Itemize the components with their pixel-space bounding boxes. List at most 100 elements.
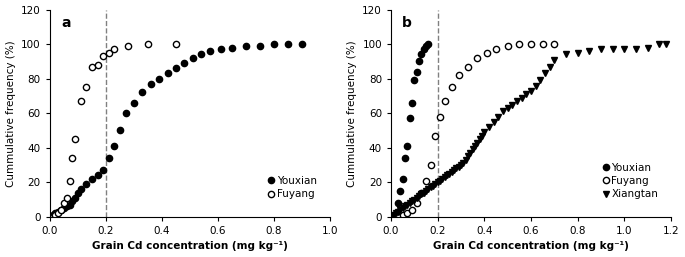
Fuyang — [550, 43, 558, 46]
Youxian — [417, 53, 425, 56]
Fuyang — [65, 179, 73, 182]
Fuyang — [403, 212, 412, 215]
Youxian — [396, 189, 404, 192]
Fuyang — [93, 63, 101, 66]
X-axis label: Grain Cd concentration (mg kg⁻¹): Grain Cd concentration (mg kg⁻¹) — [92, 241, 288, 251]
Fuyang — [60, 201, 68, 205]
Fuyang — [427, 163, 435, 167]
Fuyang — [99, 55, 108, 58]
Youxian — [105, 157, 113, 160]
Xiangtan — [562, 53, 570, 56]
Fuyang — [412, 201, 421, 205]
Fuyang — [54, 212, 62, 215]
Line: Fuyang: Fuyang — [49, 41, 179, 220]
Fuyang — [432, 134, 440, 137]
Fuyang — [399, 214, 407, 217]
Youxian — [71, 196, 79, 199]
Youxian — [284, 43, 292, 46]
Fuyang — [105, 51, 113, 54]
Youxian — [110, 144, 119, 148]
Xiangtan — [656, 43, 664, 46]
Youxian — [401, 157, 409, 160]
Youxian — [82, 182, 90, 186]
Line: Fuyang: Fuyang — [395, 41, 558, 220]
Fuyang — [408, 208, 416, 212]
Youxian — [68, 200, 77, 203]
Y-axis label: Cummulative frequency (%): Cummulative frequency (%) — [5, 40, 16, 187]
Youxian — [392, 214, 400, 217]
Youxian — [130, 101, 138, 104]
Text: b: b — [402, 16, 412, 30]
Youxian — [57, 208, 65, 212]
Line: Youxian: Youxian — [390, 41, 432, 220]
Youxian — [399, 177, 407, 180]
Xiangtan — [632, 48, 640, 51]
Youxian — [206, 50, 214, 53]
Youxian — [65, 203, 73, 206]
Fuyang — [440, 99, 449, 103]
Fuyang — [503, 44, 512, 47]
Xiangtan — [466, 151, 475, 154]
Fuyang — [473, 56, 482, 59]
Text: a: a — [61, 16, 71, 30]
Youxian — [74, 191, 82, 194]
Line: Xiangtan: Xiangtan — [390, 41, 670, 218]
Youxian — [270, 43, 278, 46]
Xiangtan — [424, 188, 432, 191]
Youxian — [51, 212, 60, 215]
X-axis label: Grain Cd concentration (mg kg⁻¹): Grain Cd concentration (mg kg⁻¹) — [433, 241, 629, 251]
Xiangtan — [389, 214, 397, 217]
Fuyang — [464, 65, 472, 68]
Youxian — [155, 77, 163, 80]
Fuyang — [172, 43, 180, 46]
Youxian — [49, 214, 57, 217]
Youxian — [188, 56, 197, 59]
Y-axis label: Cummulative frequency (%): Cummulative frequency (%) — [347, 40, 357, 187]
Youxian — [403, 144, 412, 148]
Xiangtan — [434, 181, 442, 184]
Youxian — [422, 44, 430, 47]
Youxian — [389, 215, 397, 218]
Youxian — [138, 91, 147, 94]
Fuyang — [124, 44, 132, 47]
Youxian — [116, 129, 124, 132]
Youxian — [298, 43, 306, 46]
Youxian — [62, 205, 71, 208]
Youxian — [172, 67, 180, 70]
Fuyang — [447, 86, 456, 89]
Fuyang — [62, 196, 71, 199]
Fuyang — [71, 137, 79, 141]
Youxian — [216, 48, 225, 51]
Youxian — [60, 207, 68, 210]
Legend: Youxian, Fuyang: Youxian, Fuyang — [268, 174, 319, 201]
Fuyang — [57, 208, 65, 212]
Xiangtan — [662, 43, 671, 46]
Fuyang — [68, 157, 77, 160]
Youxian — [424, 43, 432, 46]
Youxian — [410, 79, 419, 82]
Fuyang — [88, 65, 96, 68]
Fuyang — [49, 215, 57, 218]
Fuyang — [394, 215, 402, 218]
Youxian — [228, 46, 236, 49]
Fuyang — [455, 74, 463, 77]
Fuyang — [436, 115, 444, 118]
Youxian — [256, 44, 264, 47]
Youxian — [415, 60, 423, 63]
Fuyang — [515, 43, 523, 46]
Youxian — [394, 201, 402, 205]
Fuyang — [538, 43, 547, 46]
Youxian — [419, 48, 427, 51]
Youxian — [406, 117, 414, 120]
Fuyang — [110, 48, 119, 51]
Youxian — [88, 177, 96, 180]
Youxian — [121, 112, 129, 115]
Fuyang — [482, 51, 490, 54]
Fuyang — [527, 43, 535, 46]
Youxian — [242, 44, 250, 47]
Fuyang — [492, 48, 500, 51]
Fuyang — [417, 191, 425, 194]
Youxian — [164, 72, 172, 75]
Xiangtan — [452, 167, 460, 170]
Youxian — [197, 53, 205, 56]
